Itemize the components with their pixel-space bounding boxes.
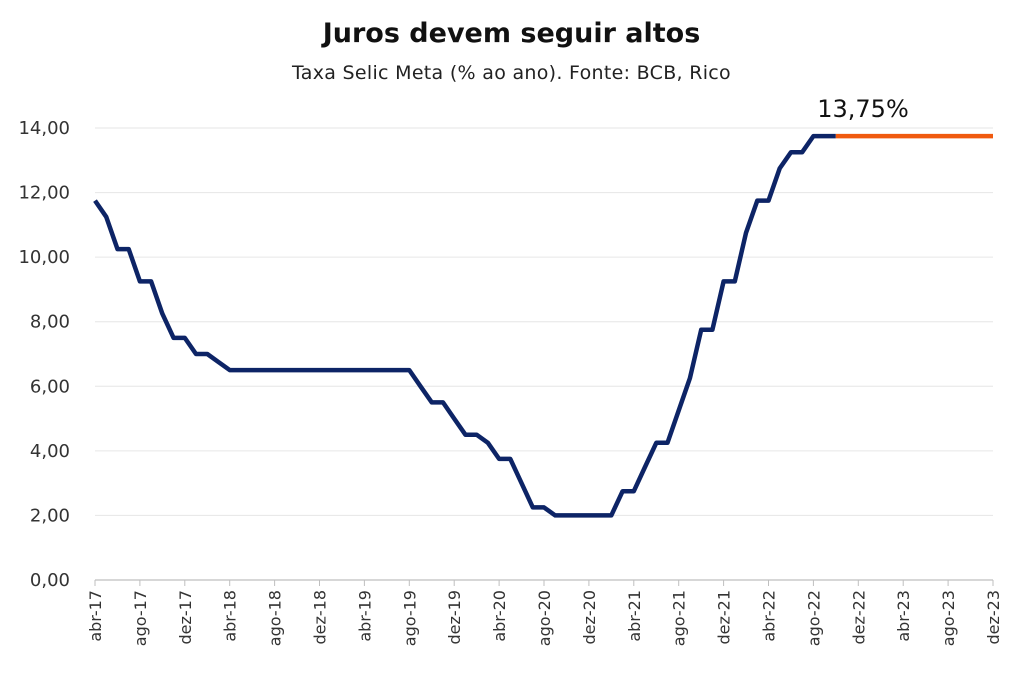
y-axis: 0,00 2,00 4,00 6,00 8,00 10,00 12,00 14,00 xyxy=(18,118,70,591)
y-tick-label: 2,00 xyxy=(30,505,70,526)
x-tick-label: abr-21 xyxy=(625,590,644,642)
y-tick-label: 8,00 xyxy=(30,312,70,333)
x-tick-label: abr-19 xyxy=(355,590,374,642)
x-tick-label: dez-21 xyxy=(715,590,734,645)
y-tick-label: 4,00 xyxy=(30,441,70,462)
x-tick-label: dez-20 xyxy=(580,590,599,645)
series-lines xyxy=(93,133,993,518)
x-axis-labels: abr-17 ago-17 dez-17 abr-18 ago-18 dez-18 abr-… xyxy=(86,590,1003,646)
x-tick-label: ago-18 xyxy=(266,590,285,646)
y-tick-label: 0,00 xyxy=(30,570,70,591)
y-tick-label: 6,00 xyxy=(30,376,70,397)
x-tick-label: abr-22 xyxy=(760,590,779,642)
last-value-annotation: 13,75% xyxy=(817,95,909,123)
chart-subtitle: Taxa Selic Meta (% ao ano). Fonte: BCB, … xyxy=(292,62,731,84)
chart-title: Juros devem seguir altos xyxy=(322,18,701,49)
gridlines xyxy=(95,127,993,516)
x-tick-label: ago-23 xyxy=(939,590,958,646)
x-tick-label: abr-23 xyxy=(894,590,913,642)
x-tick-label: ago-19 xyxy=(400,590,419,646)
y-tick-label: 14,00 xyxy=(18,118,70,139)
x-tick-label: ago-17 xyxy=(131,590,150,646)
y-tick-label: 10,00 xyxy=(18,247,70,268)
x-tick-label: abr-20 xyxy=(490,590,509,642)
x-tick-label: dez-18 xyxy=(311,590,330,645)
x-tick-label: dez-19 xyxy=(445,590,464,645)
x-tick-label: dez-22 xyxy=(849,590,868,645)
y-tick-label: 12,00 xyxy=(18,183,70,204)
x-tick-label: dez-23 xyxy=(984,590,1003,645)
x-tick-label: ago-22 xyxy=(804,590,823,646)
x-tick-label: abr-17 xyxy=(86,590,105,642)
x-tick-label: abr-18 xyxy=(221,590,240,642)
x-axis xyxy=(94,579,994,586)
series-line-historical xyxy=(93,133,836,518)
x-tick-label: ago-21 xyxy=(670,590,689,646)
x-tick-label: ago-20 xyxy=(535,590,554,646)
x-tick-label: dez-17 xyxy=(176,590,195,645)
